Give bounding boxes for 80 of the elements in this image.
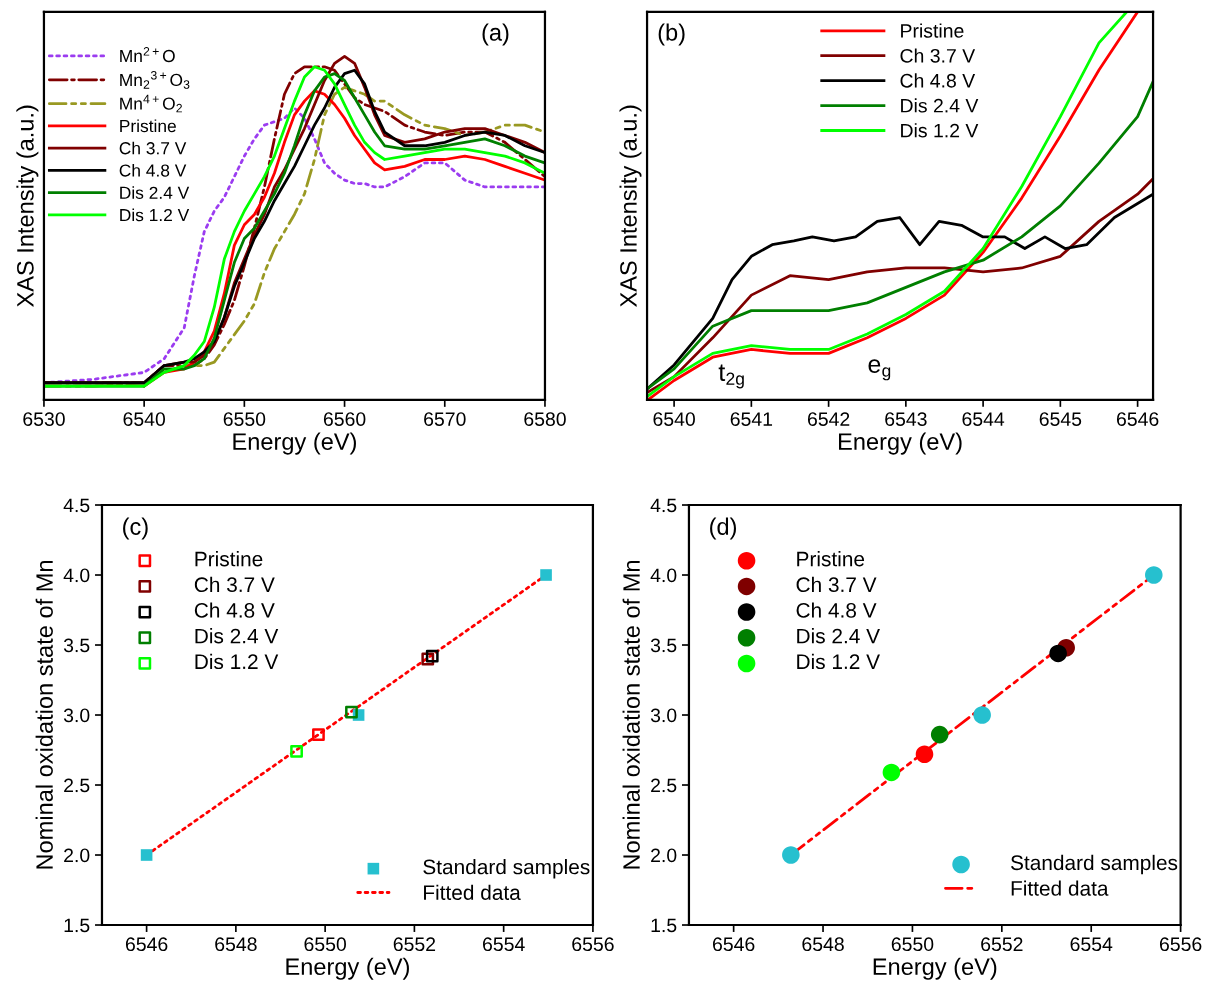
legend-label: Ch 4.8 V bbox=[900, 73, 976, 88]
x-tick-label: 6530 bbox=[23, 412, 65, 426]
x-axis-title: Energy (eV) bbox=[233, 432, 356, 455]
legend-label: Dis 2.4 V bbox=[120, 186, 190, 199]
y-tick-label: 2.5 bbox=[64, 778, 90, 793]
legend-label: Dis 1.2 V bbox=[901, 123, 979, 138]
annotation: e$_{g}$ bbox=[868, 359, 891, 381]
legend-label: Ch 4.8 V bbox=[119, 163, 187, 177]
x-tick-label: 6554 bbox=[483, 937, 525, 952]
y-tick-label: 4.5 bbox=[63, 498, 90, 513]
x-tick-label: 6552 bbox=[393, 937, 436, 952]
x-tick-label: 6554 bbox=[1070, 937, 1113, 952]
x-axis-title: Energy (eV) bbox=[839, 432, 962, 455]
x-tick-label: 6550 bbox=[223, 412, 266, 426]
x-tick-label: 6556 bbox=[1159, 937, 1202, 952]
x-tick-label: 6550 bbox=[891, 937, 934, 952]
legend-label: Dis 1.2 V bbox=[195, 653, 279, 670]
legend-label: Pristine bbox=[901, 23, 964, 38]
x-tick-label: 6552 bbox=[981, 937, 1023, 952]
legend-label: Dis 2.4 V bbox=[797, 628, 880, 644]
x-tick-label: 6570 bbox=[424, 412, 466, 426]
y-tick-label: 2.5 bbox=[651, 778, 677, 793]
chart-title: (d) bbox=[710, 517, 736, 540]
legend-label: Ch 4.8 V bbox=[796, 602, 877, 618]
legend-label: Ch 4.8 V bbox=[194, 602, 275, 618]
legend-label: Ch 3.7 V bbox=[119, 141, 187, 155]
legend-label: Pristine bbox=[797, 551, 865, 567]
x-tick-label: 6544 bbox=[962, 412, 1005, 426]
legend-label: Dis 1.2 V bbox=[797, 653, 880, 670]
x-tick-label: 6548 bbox=[802, 937, 844, 952]
annotation: t$_{2g}$ bbox=[718, 364, 744, 389]
y-tick-label: 4.5 bbox=[650, 498, 677, 513]
legend-label: Dis 1.2 V bbox=[120, 208, 190, 222]
y-tick-label: 3.0 bbox=[63, 708, 90, 723]
x-tick-label: 6542 bbox=[807, 412, 850, 426]
legend-label: Dis 2.4 V bbox=[195, 628, 279, 644]
x-tick-label: 6540 bbox=[653, 412, 695, 426]
x-tick-label: 6543 bbox=[885, 412, 927, 426]
y-tick-label: 4.0 bbox=[63, 568, 90, 583]
legend-label: Pristine bbox=[120, 119, 176, 133]
x-tick-label: 6548 bbox=[215, 937, 257, 952]
y-axis-title: XAS Intensity (a.u.) bbox=[16, 105, 39, 308]
y-tick-label: 2.0 bbox=[64, 848, 90, 863]
legend-label: Mn$^{4+}$O$_{2}$ bbox=[120, 94, 182, 113]
legend-label: Mn$_{2}$$^{3+}$O$_{3}$ bbox=[120, 71, 190, 89]
x-tick-label: 6545 bbox=[1039, 412, 1082, 426]
x-tick-label: 6550 bbox=[304, 937, 346, 952]
legend-label: Dis 2.4 V bbox=[901, 98, 979, 113]
x-tick-label: 6546 bbox=[1116, 412, 1159, 426]
x-tick-label: 6546 bbox=[125, 937, 168, 952]
chart-title: (a) bbox=[482, 23, 509, 46]
x-tick-label: 6546 bbox=[713, 937, 755, 952]
y-axis-title: Nominal oxidation state of Mn bbox=[35, 561, 53, 869]
chart-title: (c) bbox=[123, 517, 148, 540]
y-tick-label: 4.0 bbox=[650, 568, 677, 583]
y-tick-label: 3.0 bbox=[650, 708, 677, 723]
legend-label: Fitted data bbox=[1011, 880, 1109, 896]
x-tick-label: 6556 bbox=[572, 937, 614, 952]
x-tick-label: 6560 bbox=[323, 412, 366, 426]
y-tick-label: 1.5 bbox=[651, 918, 677, 933]
chart-title: (b) bbox=[658, 23, 685, 46]
legend-label: Standard samples bbox=[1010, 854, 1178, 875]
legend-label: Fitted data bbox=[424, 884, 521, 900]
x-tick-label: 6580 bbox=[524, 412, 566, 426]
legend-label: Pristine bbox=[195, 551, 263, 567]
x-axis-title: Energy (eV) bbox=[873, 957, 997, 980]
x-tick-label: 6540 bbox=[123, 412, 166, 426]
y-tick-label: 3.5 bbox=[63, 638, 90, 653]
legend-label: Ch 3.7 V bbox=[194, 576, 275, 593]
x-tick-label: 6541 bbox=[730, 412, 773, 426]
x-axis-title: Energy (eV) bbox=[286, 957, 409, 980]
y-axis-title: XAS Intensity (a.u.) bbox=[619, 105, 642, 308]
y-tick-label: 3.5 bbox=[650, 638, 677, 653]
legend-label: Ch 3.7 V bbox=[796, 576, 877, 593]
legend-label: Ch 3.7 V bbox=[900, 48, 976, 63]
legend-label: Mn$^{2+}$O bbox=[120, 47, 175, 63]
y-tick-label: 1.5 bbox=[64, 918, 90, 933]
legend-label: Standard samples bbox=[423, 859, 590, 879]
y-tick-label: 2.0 bbox=[651, 848, 677, 863]
y-axis-title: Nominal oxidation state of Mn bbox=[622, 561, 640, 869]
